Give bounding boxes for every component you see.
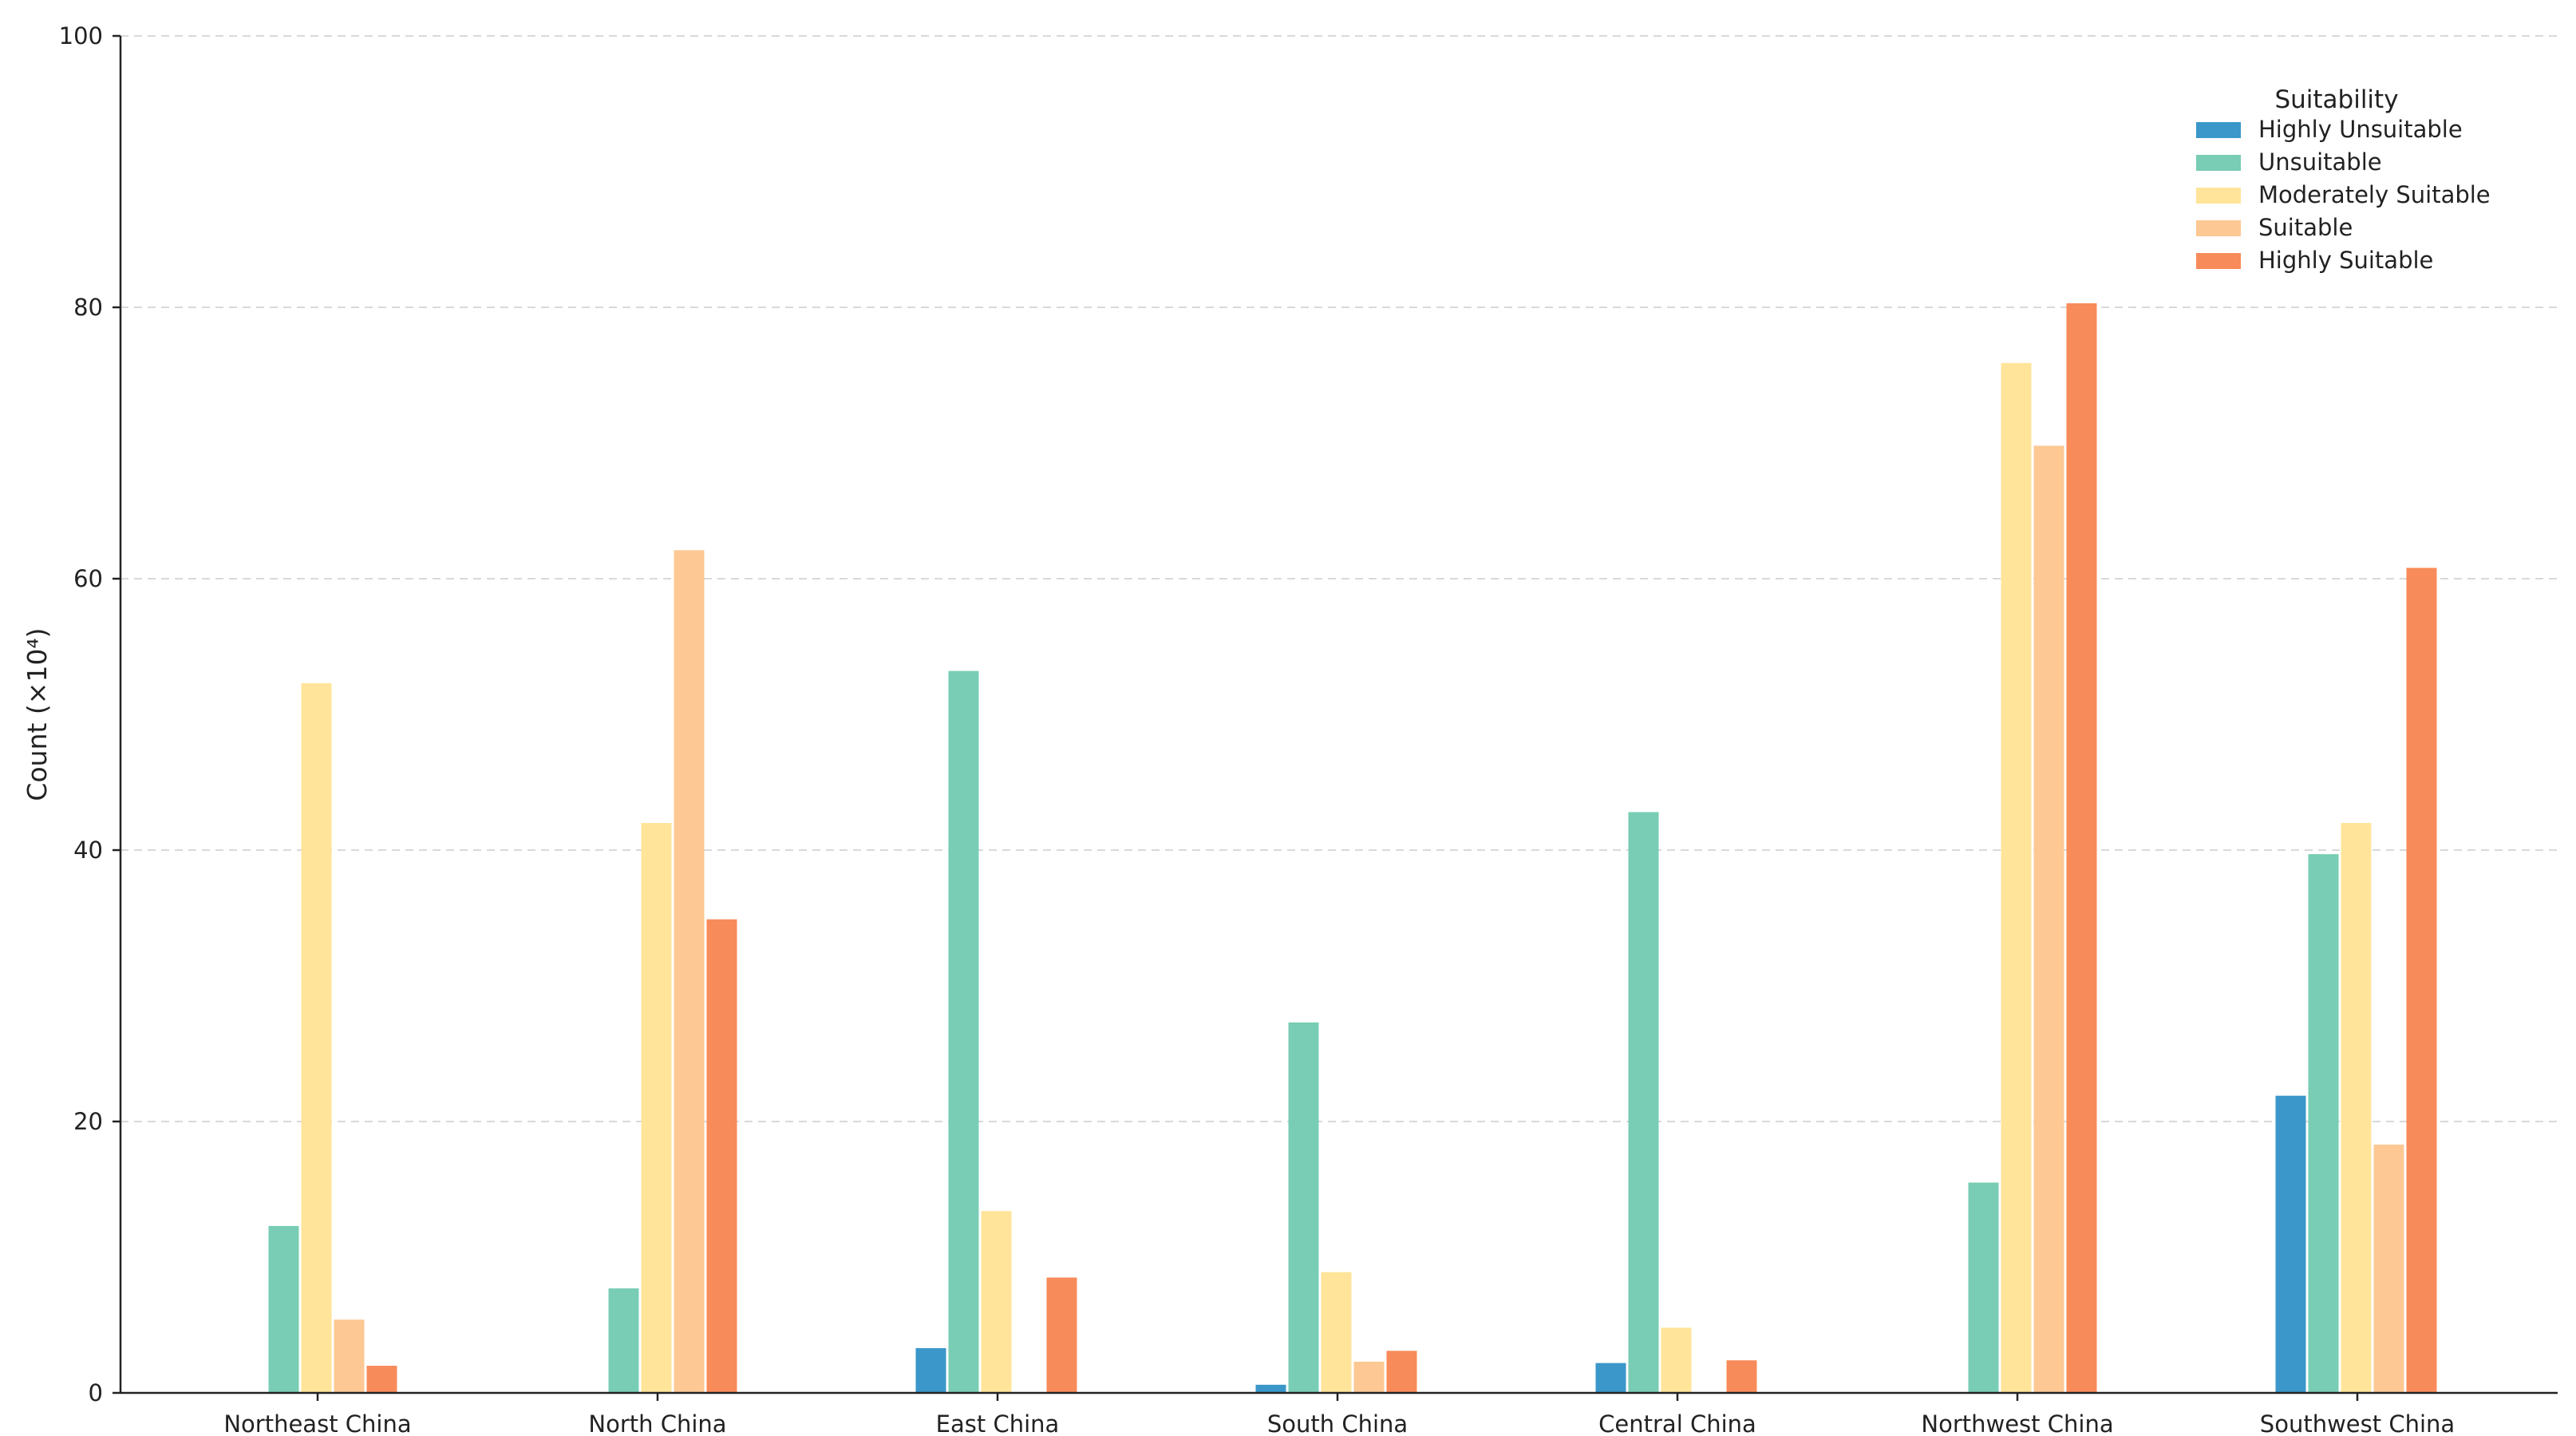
y-tick-label: 60 [73,565,103,592]
bar [641,823,672,1393]
x-tick-label: East China [936,1410,1060,1436]
legend-swatch [2196,155,2241,171]
bar [1353,1361,1385,1393]
bar [1046,1277,1077,1393]
legend-swatch [2196,220,2241,236]
bar [674,550,705,1393]
legend-label: Moderately Suitable [2258,181,2491,208]
bar [1321,1272,1352,1393]
x-tick-label: Northeast China [223,1410,411,1436]
bar [2001,362,2032,1394]
bar [1726,1360,1757,1393]
bar [334,1319,365,1393]
bar [981,1211,1012,1393]
bar [2033,445,2064,1393]
bar [608,1288,639,1393]
legend-swatch [2196,188,2241,204]
x-tick-label: South China [1267,1410,1408,1436]
bar [915,1347,946,1393]
bar [2308,854,2339,1393]
y-axis-title: Count (×10⁴) [22,627,53,801]
bar [2066,303,2097,1393]
legend: Suitability Highly Unsuitable Unsuitable M… [2196,85,2491,274]
gridlines [121,35,2558,1122]
legend-swatch [2196,253,2241,269]
bar [948,671,979,1393]
bar [2406,568,2437,1393]
axes [119,36,2558,1394]
bar [706,919,737,1393]
y-ticks: 0 20 40 60 80 100 [59,22,121,1406]
bar [301,682,332,1393]
x-tick-label: Southwest China [2260,1410,2455,1436]
bar [1255,1384,1286,1393]
bar [366,1366,397,1393]
bar [1386,1351,1417,1393]
legend-label: Suitable [2258,214,2353,241]
bar [1595,1363,1626,1393]
legend-swatch [2196,122,2241,138]
bar [1661,1327,1692,1393]
bar [2341,823,2372,1393]
y-tick-label: 40 [73,837,103,864]
bar [1968,1182,1999,1393]
legend-label: Highly Unsuitable [2258,116,2463,143]
legend-label: Unsuitable [2258,148,2382,176]
bar [268,1225,299,1393]
bar [1288,1022,1319,1393]
bar [2275,1095,2306,1393]
x-tick-label: Central China [1598,1410,1756,1436]
x-tick-label: Northwest China [1921,1410,2113,1436]
bar [1628,812,1659,1393]
y-tick-label: 100 [59,22,103,49]
legend-label: Highly Suitable [2258,247,2433,274]
bar [2373,1144,2404,1393]
y-tick-label: 80 [73,294,103,321]
y-tick-label: 0 [89,1379,103,1406]
x-tick-label: North China [588,1410,726,1436]
legend-title: Suitability [2274,85,2398,114]
x-ticks: Northeast China North China East China Sout… [223,1393,2455,1436]
y-tick-label: 20 [73,1108,103,1135]
bars [268,303,2437,1394]
